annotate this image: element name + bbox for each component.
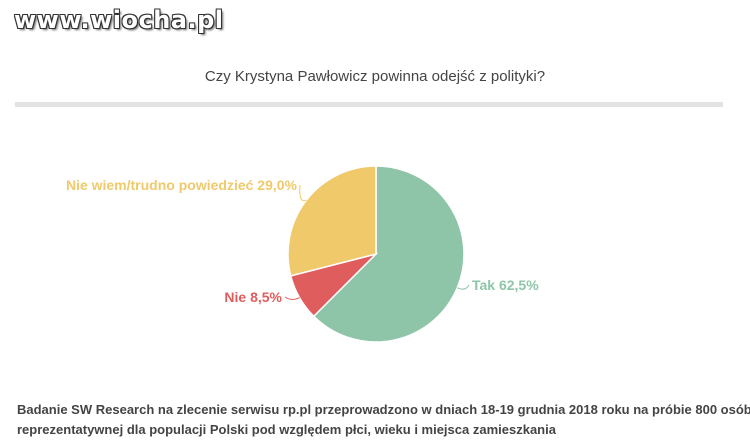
pie-labels: Tak 62,5% Nie 8,5% Nie wiem/trudno powiedz…: [66, 177, 539, 305]
site-watermark: www.wiocha.pl: [14, 6, 224, 34]
pie-slice-3: [287, 165, 377, 277]
survey-footnote: Badanie SW Research na zlecenie serwisu …: [17, 400, 750, 440]
chart-title: Czy Krystyna Pawłowicz powinna odejść z …: [204, 68, 546, 85]
footnote-line-1: Badanie SW Research na zlecenie serwisu …: [17, 402, 750, 417]
pie-connector-2: [284, 296, 300, 300]
pie-slice-1: [312, 165, 465, 343]
pie-label-2: Nie 8,5%: [224, 289, 282, 305]
pie-slices: [287, 165, 465, 343]
pie-connectors: [284, 184, 470, 300]
pie-connector-1: [457, 284, 470, 290]
title-divider: [15, 102, 723, 107]
pie-connector-3: [299, 184, 307, 202]
footnote-line-2: reprezentatywnej dla populacji Polski po…: [17, 422, 556, 437]
pie-label-3: Nie wiem/trudno powiedzieć 29,0%: [66, 177, 298, 193]
pie-chart: Tak 62,5% Nie 8,5% Nie wiem/trudno powiedz…: [66, 165, 539, 343]
pie-label-1: Tak 62,5%: [472, 277, 539, 293]
